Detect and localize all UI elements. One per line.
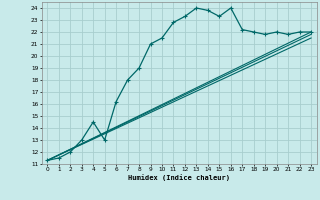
X-axis label: Humidex (Indice chaleur): Humidex (Indice chaleur)	[128, 174, 230, 181]
